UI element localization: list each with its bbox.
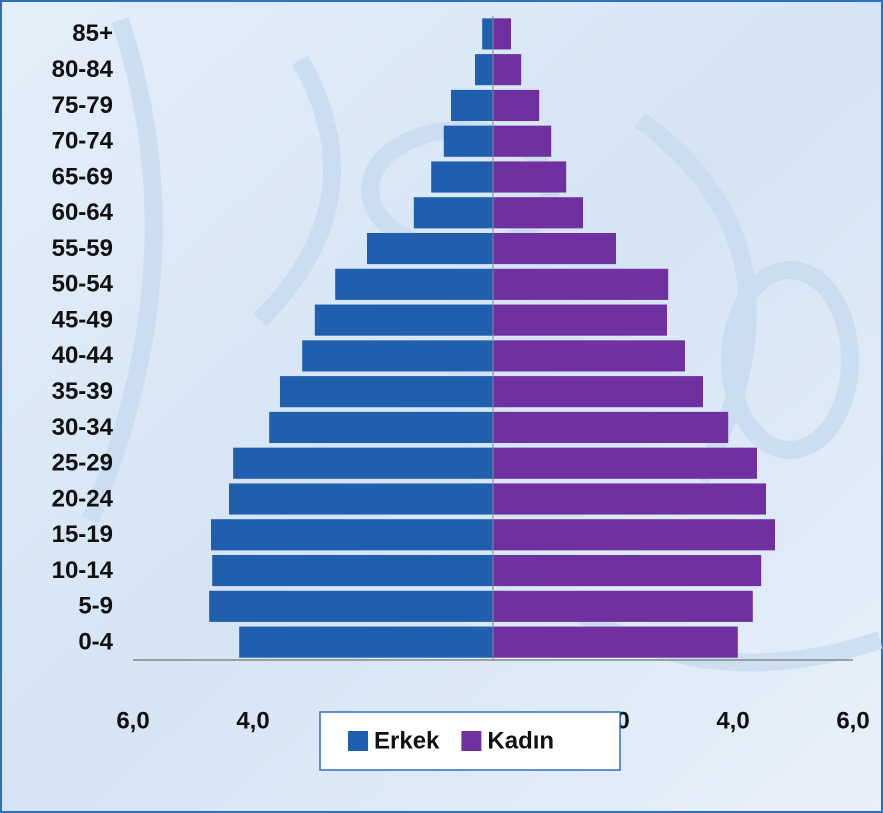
y-tick-label: 20-24	[52, 485, 114, 512]
legend: Erkek Kadın	[319, 711, 621, 771]
bar	[493, 304, 667, 336]
bar	[493, 483, 766, 515]
bar	[367, 232, 493, 265]
plot-area: 0-4 5-9 10-14 15-19 20-24 25-29 30-34 35-39 40-4…	[52, 16, 870, 771]
legend-swatch	[348, 731, 368, 751]
bar	[493, 125, 552, 157]
y-tick-label: 5-9	[78, 593, 113, 620]
bar	[493, 554, 762, 587]
y-tick-label: 25-29	[52, 450, 113, 477]
y-tick-label: 15-19	[52, 521, 113, 548]
x-tick-label: 6,0	[116, 707, 149, 734]
y-tick-label: 55-59	[52, 235, 113, 262]
y-tick-label: 45-49	[52, 306, 113, 333]
bar	[431, 161, 493, 193]
y-tick-label: 80-84	[52, 56, 114, 83]
y-tick-label: 40-44	[52, 342, 114, 369]
bar	[280, 376, 493, 408]
bar	[239, 626, 493, 658]
bar	[493, 626, 738, 658]
bar	[493, 411, 729, 444]
y-tick-label: 30-34	[52, 414, 114, 441]
y-tick-label: 70-74	[52, 128, 114, 155]
bar	[493, 197, 583, 229]
bar	[493, 18, 511, 50]
bar	[493, 161, 567, 193]
bar	[493, 232, 616, 265]
y-tick-label: 50-54	[52, 271, 114, 298]
bar	[493, 376, 703, 408]
x-tick-label: 4,0	[716, 707, 749, 734]
y-tick-label: 65-69	[52, 163, 113, 190]
bar	[493, 519, 775, 551]
x-tick-label: 6,0	[836, 707, 869, 734]
y-tick-label: 10-14	[52, 557, 114, 584]
bar	[451, 89, 493, 122]
bar	[302, 340, 493, 372]
y-tick-label: 75-79	[52, 92, 113, 119]
bar	[413, 197, 493, 229]
bar	[493, 590, 753, 622]
bar	[233, 447, 493, 479]
bar	[493, 89, 540, 122]
bar	[335, 268, 493, 300]
bar	[482, 18, 493, 50]
legend-swatch	[461, 731, 482, 751]
y-tick-label: 0-4	[78, 628, 113, 655]
bar	[493, 340, 685, 372]
bar	[475, 54, 493, 86]
bar	[209, 590, 493, 622]
bar	[229, 483, 493, 515]
legend-label: Kadın	[487, 727, 554, 754]
x-tick-label: 4,0	[236, 707, 269, 734]
bar	[493, 447, 757, 479]
bar	[269, 411, 493, 444]
bar	[314, 304, 493, 336]
y-tick-label: 60-64	[52, 199, 114, 226]
bar	[212, 554, 493, 587]
bar	[211, 519, 493, 551]
bar	[493, 54, 522, 86]
bar	[443, 125, 493, 157]
y-tick-label: 85+	[72, 20, 113, 47]
y-tick-label: 35-39	[52, 378, 113, 405]
legend-label: Erkek	[374, 727, 440, 754]
bar	[493, 268, 669, 300]
